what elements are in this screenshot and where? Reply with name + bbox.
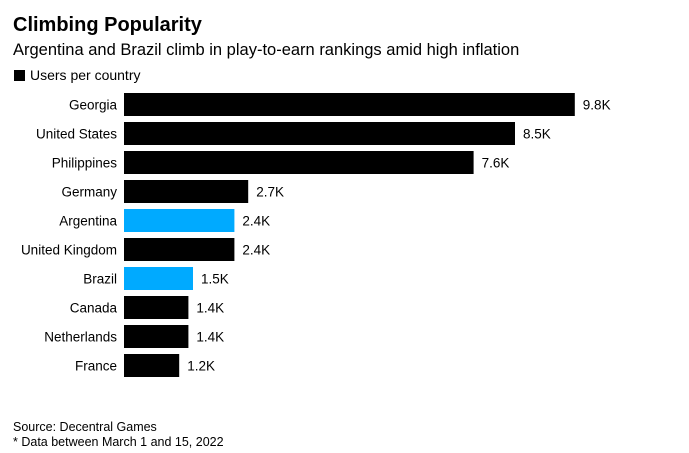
data-label: 2.4K	[242, 243, 270, 258]
data-note: * Data between March 1 and 15, 2022	[13, 435, 224, 449]
chart-title: Climbing Popularity	[13, 14, 202, 36]
category-label: Argentina	[59, 214, 117, 229]
bar-argentina	[124, 209, 235, 232]
category-label: Georgia	[69, 98, 118, 113]
bar-united-kingdom	[124, 238, 235, 261]
category-label: Germany	[61, 185, 117, 200]
data-label: 2.7K	[256, 185, 284, 200]
source-note: Source: Decentral Games	[13, 420, 157, 434]
bar-united-states	[124, 122, 515, 145]
bar-philippines	[124, 151, 474, 174]
bar-germany	[124, 180, 249, 203]
bar-canada	[124, 296, 189, 319]
category-label: Brazil	[83, 272, 117, 287]
legend-swatch	[14, 69, 25, 81]
data-label: 1.2K	[187, 359, 215, 374]
category-label: United States	[36, 127, 117, 142]
data-label: 1.5K	[201, 272, 229, 287]
legend-label: Users per country	[30, 67, 141, 83]
bar-plot: Georgia 9.8K United States 8.5K Philippines 7…	[21, 93, 611, 377]
category-label: Canada	[70, 301, 118, 316]
bar-france	[124, 354, 180, 377]
data-label: 1.4K	[196, 330, 224, 345]
chart-subtitle: Argentina and Brazil climb in play-to-ea…	[13, 41, 520, 59]
data-label: 7.6K	[482, 156, 510, 171]
data-label: 2.4K	[242, 214, 270, 229]
category-label: France	[75, 359, 117, 374]
bar-brazil	[124, 267, 193, 290]
bar-georgia	[124, 93, 575, 116]
category-label: Philippines	[52, 156, 118, 171]
category-label: Netherlands	[44, 330, 117, 345]
category-label: United Kingdom	[21, 243, 117, 258]
data-label: 9.8K	[583, 98, 611, 113]
data-label: 1.4K	[196, 301, 224, 316]
bar-netherlands	[124, 325, 189, 348]
data-label: 8.5K	[523, 127, 551, 142]
legend: Users per country	[14, 67, 140, 83]
